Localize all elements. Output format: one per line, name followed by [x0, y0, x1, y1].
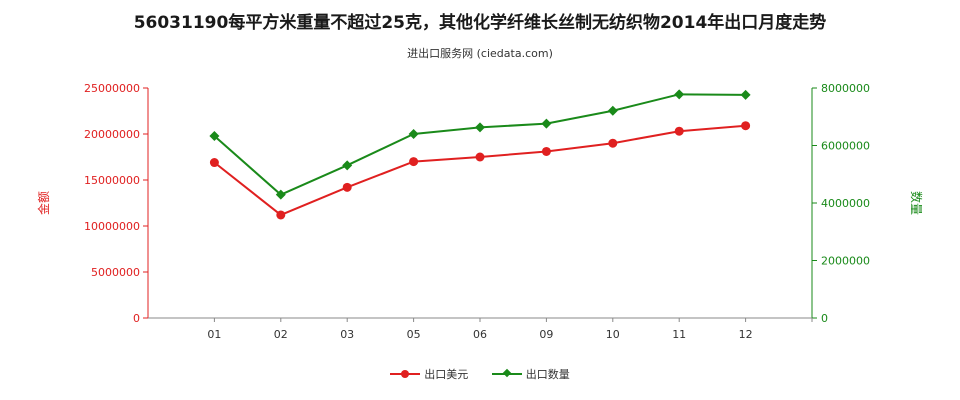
x-tick-label: 10: [606, 328, 620, 341]
x-tick-label: 06: [473, 328, 487, 341]
legend-swatch-quantity: [491, 368, 522, 380]
data-point-0: [342, 182, 352, 192]
left-tick-label: 0: [133, 312, 140, 325]
data-point-0: [475, 152, 485, 162]
x-tick-label: 01: [207, 328, 221, 341]
data-point-1: [674, 89, 685, 100]
left-tick-label: 20000000: [84, 128, 140, 141]
data-point-1: [541, 118, 552, 129]
series-line-1: [213, 93, 746, 196]
x-tick-label: 11: [672, 328, 686, 341]
legend-item-usd[interactable]: 出口美元: [390, 366, 468, 382]
left-tick-label: 5000000: [91, 266, 140, 279]
data-point-1: [275, 189, 286, 200]
legend: 出口美元 出口数量: [0, 366, 960, 383]
legend-label-quantity: 出口数量: [525, 368, 570, 381]
data-point-1: [209, 131, 220, 142]
left-tick-label: 15000000: [84, 174, 140, 187]
left-tick-label: 25000000: [84, 82, 140, 95]
x-tick-label: 09: [539, 328, 553, 341]
x-tick-label: 03: [340, 328, 354, 341]
data-point-0: [541, 146, 551, 156]
right-tick-label: 6000000: [821, 140, 870, 153]
data-point-1: [475, 122, 485, 133]
chart-title: 56031190每平方米重量不超过25克，其他化学纤维长丝制无纺织物2014年出…: [133, 13, 827, 33]
x-tick-label: 02: [274, 328, 288, 341]
chart-subtitle: 进出口服务网 (ciedata.com): [407, 47, 553, 60]
data-point-1: [408, 129, 419, 139]
right-tick-label: 8000000: [821, 82, 870, 95]
x-tick-label: 05: [407, 328, 421, 341]
data-point-0: [741, 121, 751, 131]
data-point-1: [607, 105, 618, 116]
left-tick-label: 10000000: [84, 220, 140, 233]
series-line-0: [213, 124, 746, 217]
data-point-0: [409, 157, 419, 167]
data-point-0: [276, 210, 286, 220]
right-tick-label: 2000000: [821, 255, 870, 268]
x-tick-label: 12: [739, 328, 753, 341]
data-point-0: [608, 138, 618, 148]
legend-swatch-usd: [390, 368, 421, 380]
right-tick-label: 0: [821, 312, 828, 325]
data-point-1: [342, 160, 353, 171]
right-tick-label: 4000000: [821, 197, 870, 210]
right-axis-title: 数量: [909, 191, 924, 215]
legend-item-quantity[interactable]: 出口数量: [491, 366, 570, 382]
left-axis-title: 金额: [36, 191, 51, 215]
data-point-1: [740, 89, 751, 100]
legend-label-usd: 出口美元: [424, 368, 469, 381]
data-point-0: [209, 158, 219, 168]
data-point-0: [674, 126, 684, 136]
